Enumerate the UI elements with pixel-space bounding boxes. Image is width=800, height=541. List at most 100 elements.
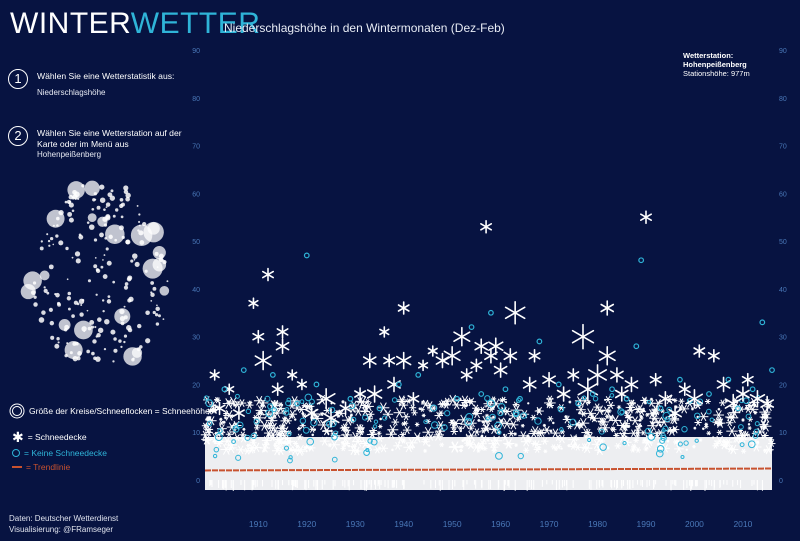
map-station-dot[interactable] (104, 236, 108, 240)
map-station-dot[interactable] (156, 304, 158, 307)
map-station-dot[interactable] (76, 197, 80, 200)
map-station-dot[interactable] (133, 258, 136, 261)
map-station-dot[interactable] (103, 223, 108, 227)
map-station-dot[interactable] (157, 314, 161, 318)
map-station-dot[interactable] (152, 246, 166, 260)
map-station-dot[interactable] (43, 286, 46, 289)
map-station-dot[interactable] (126, 276, 132, 282)
map-station-dot[interactable] (71, 314, 75, 318)
map-station-dot[interactable] (145, 310, 150, 316)
map-station-dot[interactable] (128, 296, 134, 302)
map-station-dot[interactable] (76, 356, 81, 361)
map-station-dot[interactable] (130, 259, 134, 263)
map-station-dot[interactable] (138, 213, 141, 216)
map-station-dot[interactable] (56, 216, 60, 221)
map-station-dot[interactable] (91, 351, 95, 356)
map-station-dot[interactable] (106, 299, 112, 304)
map-station-dot[interactable] (79, 312, 84, 317)
map-station-dot[interactable] (75, 258, 81, 264)
map-station-dot[interactable] (67, 307, 71, 311)
map-station-dot[interactable] (97, 327, 104, 334)
map-station-dot[interactable] (86, 221, 90, 224)
map-station-dot[interactable] (101, 299, 105, 302)
map-station-dot[interactable] (50, 335, 55, 340)
map-station-dot[interactable] (65, 246, 69, 251)
map-station-dot[interactable] (48, 307, 53, 312)
map-station-dot[interactable] (107, 192, 113, 198)
map-station-dot[interactable] (46, 209, 65, 228)
map-station-dot[interactable] (33, 302, 38, 307)
map-station-dot[interactable] (71, 196, 75, 200)
map-station-dot[interactable] (66, 278, 69, 281)
map-station-dot[interactable] (159, 285, 170, 296)
map-station-dot[interactable] (80, 303, 83, 306)
map-station-dot[interactable] (132, 253, 138, 259)
map-station-dot[interactable] (74, 251, 81, 257)
map-station-dot[interactable] (95, 356, 101, 362)
map-station-dot[interactable] (119, 308, 125, 315)
map-station-dot[interactable] (64, 324, 70, 330)
map-station-dot[interactable] (81, 184, 85, 188)
map-station-dot[interactable] (84, 180, 100, 196)
map-station-dot[interactable] (43, 288, 48, 293)
map-station-dot[interactable] (102, 309, 105, 313)
map-station-dot[interactable] (120, 215, 124, 219)
map-station-dot[interactable] (155, 322, 160, 326)
map-station-dot[interactable] (78, 298, 85, 305)
map-station-dot[interactable] (81, 326, 87, 332)
map-station-dot[interactable] (93, 238, 98, 242)
map-station-dot[interactable] (113, 337, 117, 341)
map-station-dot[interactable] (152, 286, 157, 291)
map-station-dot[interactable] (86, 349, 90, 354)
map-station-dot[interactable] (46, 233, 49, 236)
map-station-dot[interactable] (123, 189, 129, 195)
map-station-dot[interactable] (105, 247, 109, 251)
map-station-dot[interactable] (93, 192, 98, 196)
map-station-dot[interactable] (41, 310, 46, 315)
map-station-dot[interactable] (115, 208, 119, 212)
map-station-dot[interactable] (87, 279, 92, 283)
map-station-dot[interactable] (66, 296, 72, 301)
map-station-dot[interactable] (48, 244, 51, 247)
map-station-dot[interactable] (71, 256, 74, 259)
map-station-dot[interactable] (54, 343, 60, 349)
map-station-dot[interactable] (99, 184, 105, 190)
map-station-dot[interactable] (154, 251, 159, 257)
station-select[interactable]: Hohenpeißenberg (37, 150, 102, 159)
map-station-dot[interactable] (126, 325, 132, 331)
map-station-dot[interactable] (166, 280, 169, 283)
map-station-dot[interactable] (112, 360, 115, 363)
map-station-dot[interactable] (54, 292, 57, 296)
map-station-dot[interactable] (154, 313, 159, 317)
map-station-dot[interactable] (139, 345, 143, 349)
map-station-dot[interactable] (96, 205, 101, 210)
map-station-dot[interactable] (67, 181, 85, 199)
map-station-dot[interactable] (150, 281, 155, 285)
map-station-dot[interactable] (56, 337, 60, 341)
map-station-dot[interactable] (123, 285, 129, 290)
map-station-dot[interactable] (102, 274, 108, 279)
map-station-dot[interactable] (52, 243, 55, 246)
map-station-dot[interactable] (121, 235, 125, 240)
map-station-dot[interactable] (67, 211, 73, 217)
map-station-dot[interactable] (105, 206, 108, 208)
map-station-dot[interactable] (150, 292, 155, 298)
map-station-dot[interactable] (68, 217, 74, 223)
map-station-dot[interactable] (95, 268, 101, 273)
map-station-dot[interactable] (155, 306, 160, 312)
map-station-dot[interactable] (152, 310, 156, 315)
map-station-dot[interactable] (103, 208, 106, 211)
map-station-dot[interactable] (76, 302, 80, 306)
map-station-dot[interactable] (94, 198, 97, 201)
map-station-dot[interactable] (94, 256, 97, 259)
map-station-dot[interactable] (120, 202, 125, 207)
map-station-dot[interactable] (67, 291, 72, 296)
map-station-dot[interactable] (124, 282, 129, 286)
map-station-dot[interactable] (64, 341, 83, 360)
map-station-dot[interactable] (88, 224, 95, 230)
map-station-dot[interactable] (86, 309, 89, 312)
map-station-dot[interactable] (150, 299, 153, 302)
map-station-dot[interactable] (78, 233, 82, 237)
map-station-dot[interactable] (38, 317, 45, 323)
map-station-dot[interactable] (113, 348, 118, 353)
